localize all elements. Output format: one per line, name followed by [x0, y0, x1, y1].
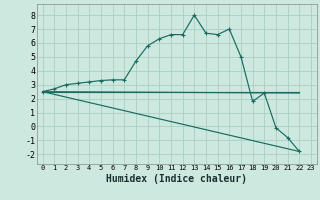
X-axis label: Humidex (Indice chaleur): Humidex (Indice chaleur) — [106, 174, 247, 184]
